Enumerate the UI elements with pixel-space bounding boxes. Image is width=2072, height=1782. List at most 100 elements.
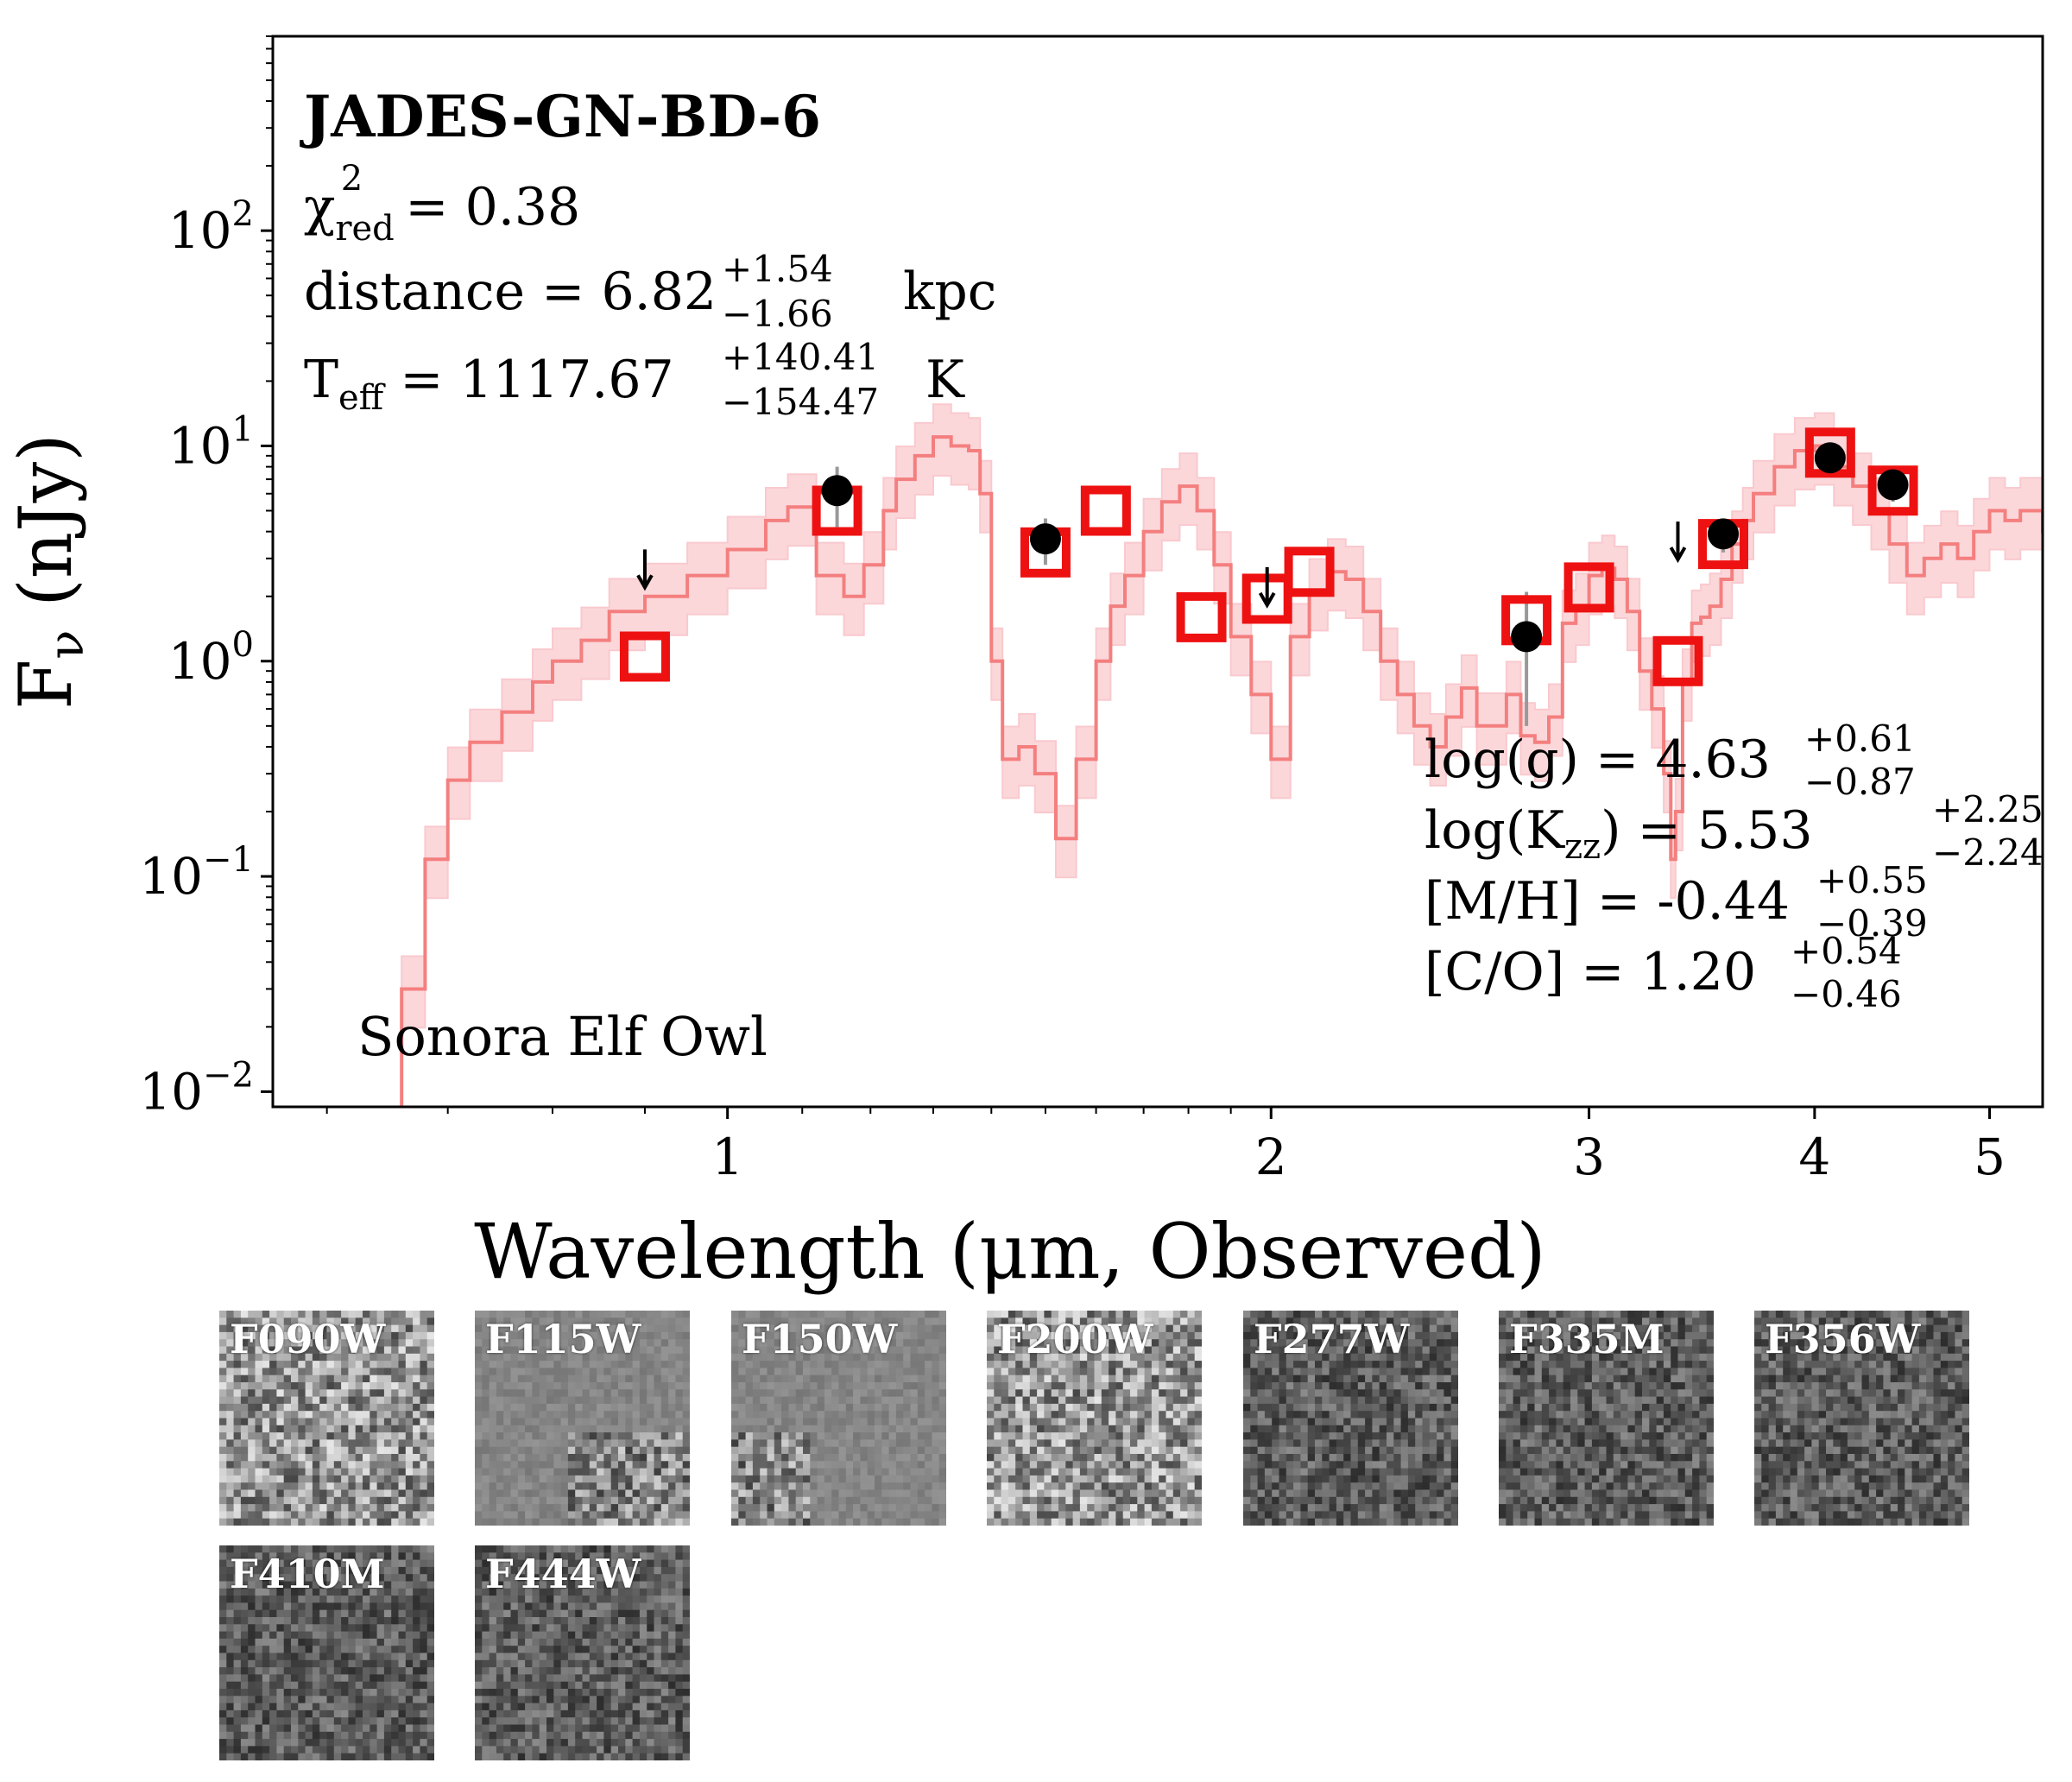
cutout-pixel: [1499, 1311, 1507, 1318]
cutout-pixel: [503, 1403, 512, 1412]
cutout-pixel: [1065, 1482, 1074, 1491]
cutout-pixel: [1044, 1418, 1052, 1426]
cutout-pixel: [745, 1454, 754, 1462]
cutout-pixel: [1180, 1318, 1188, 1326]
cutout-pixel: [1037, 1331, 1045, 1340]
cutout-pixel: [675, 1504, 684, 1512]
chi2-symbol: χ: [304, 177, 335, 237]
cutout-pixel: [1541, 1311, 1550, 1318]
cutout-pixel: [503, 1482, 512, 1491]
cutout-pixel: [1130, 1468, 1138, 1476]
cutout-pixel: [917, 1475, 925, 1483]
cutout-pixel: [824, 1396, 832, 1405]
cutout-pixel: [553, 1339, 562, 1348]
cutout-pixel: [817, 1368, 825, 1376]
cutout-pixel: [817, 1425, 825, 1433]
cutout-pixel: [788, 1425, 797, 1433]
cutout-pixel: [1115, 1475, 1124, 1483]
cutout-pixel: [1350, 1475, 1359, 1483]
cutout-pixel: [831, 1346, 840, 1355]
cutout-pixel: [1400, 1461, 1409, 1469]
cutout-pixel: [305, 1324, 313, 1333]
cutout-pixel: [853, 1324, 861, 1333]
cutout-pixel: [668, 1446, 676, 1455]
cutout-pixel: [745, 1361, 754, 1368]
cutout-pixel: [760, 1411, 768, 1419]
cutout-pixel: [567, 1353, 576, 1362]
cutout-pixel: [1243, 1389, 1251, 1398]
cutout-pixel: [1151, 1389, 1159, 1398]
cutout-pixel: [348, 1318, 357, 1326]
cutout-pixel: [781, 1382, 789, 1390]
cutout-pixel: [925, 1346, 932, 1355]
cutout-pixel: [1407, 1482, 1416, 1491]
cutout-pixel: [675, 1396, 684, 1405]
cutout-pixel: [660, 1468, 669, 1476]
cutout-pixel: [248, 1353, 256, 1362]
cutout-pixel: [233, 1368, 242, 1376]
cutout-pixel: [1591, 1324, 1600, 1333]
cutout-pixel: [376, 1518, 385, 1526]
cutout-pixel: [482, 1411, 490, 1419]
cutout-pixel: [994, 1368, 1002, 1376]
cutout-pixel: [291, 1446, 299, 1455]
cutout-pixel: [539, 1411, 547, 1419]
cutout-pixel: [625, 1403, 634, 1412]
cutout-pixel: [1144, 1504, 1153, 1512]
cutout-pixel: [1293, 1339, 1301, 1348]
cutout-pixel: [1172, 1374, 1181, 1383]
cutout-pixel: [1336, 1318, 1344, 1326]
cutout-pixel: [795, 1411, 804, 1419]
cutout-pixel: [567, 1496, 576, 1505]
cutout-pixel: [1671, 1353, 1679, 1362]
cutout-pixel: [1372, 1389, 1380, 1398]
cutout-f150w: F150W: [731, 1311, 946, 1526]
cutout-pixel: [1001, 1311, 1009, 1318]
cutout-pixel: [326, 1411, 335, 1419]
cutout-pixel: [1194, 1382, 1202, 1390]
cutout-pixel: [682, 1331, 690, 1340]
cutout-pixel: [1422, 1489, 1431, 1498]
cutout-pixel: [625, 1496, 634, 1505]
cutout-pixel: [1137, 1461, 1146, 1469]
y-tick-label: 10−2: [139, 1055, 254, 1121]
cutout-pixel: [1699, 1374, 1708, 1383]
cutout-pixel: [376, 1311, 385, 1318]
cutout-pixel: [925, 1496, 932, 1505]
cutout-image: [1499, 1311, 1714, 1526]
cutout-pixel: [1094, 1374, 1102, 1383]
cutout-pixel: [1065, 1411, 1074, 1419]
cutout-pixel: [1037, 1403, 1045, 1412]
cutout-pixel: [1029, 1511, 1038, 1520]
cutout-pixel: [639, 1425, 648, 1433]
cutout-pixel: [597, 1374, 604, 1383]
cutout-pixel: [1556, 1331, 1564, 1340]
cutout-pixel: [560, 1346, 569, 1355]
cutout-pixel: [1144, 1331, 1153, 1340]
cutout-pixel: [510, 1311, 519, 1318]
cutout-pixel: [1144, 1432, 1153, 1440]
cutout-pixel: [312, 1324, 320, 1333]
cutout-pixel: [853, 1382, 861, 1390]
cutout-pixel: [1065, 1496, 1074, 1505]
cutout-pixel: [853, 1418, 861, 1426]
cutout-pixel: [610, 1504, 619, 1512]
cutout-pixel: [795, 1324, 804, 1333]
cutout-pixel: [226, 1489, 235, 1498]
cutout-pixel: [1187, 1418, 1196, 1426]
cutout-pixel: [1137, 1361, 1146, 1368]
cutout-pixel: [1151, 1439, 1159, 1448]
cutout-pixel: [376, 1361, 385, 1368]
cutout-pixel: [405, 1311, 414, 1318]
cutout-pixel: [1087, 1368, 1096, 1376]
cutout-pixel: [788, 1418, 797, 1426]
cutout-pixel: [1429, 1518, 1437, 1526]
cutout-pixel: [610, 1518, 619, 1526]
cutout-pixel: [1443, 1454, 1452, 1462]
cutout-pixel: [860, 1446, 869, 1455]
cutout-pixel: [546, 1518, 554, 1526]
cutout-pixel: [1387, 1311, 1394, 1318]
cutout-pixel: [405, 1324, 414, 1333]
cutout-pixel: [845, 1432, 854, 1440]
cutout-pixel: [248, 1475, 256, 1483]
